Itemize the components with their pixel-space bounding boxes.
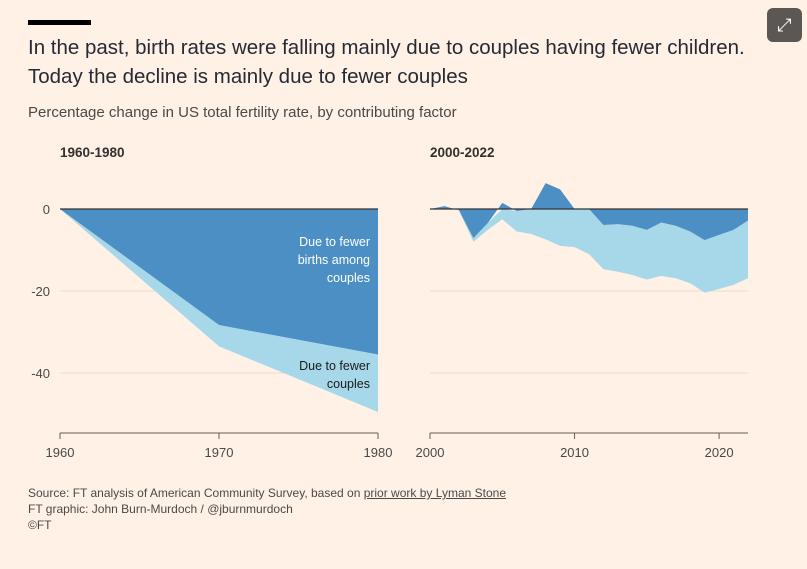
panel-title: 1960-1980 [60,145,125,160]
source-link[interactable]: prior work by Lyman Stone [363,486,506,500]
y-tick-label: 0 [43,202,50,217]
expand-arrows-icon[interactable]: ⤢ [767,8,802,42]
y-tick-label: -20 [31,284,50,299]
annotation-couples: Due to fewer [299,359,370,373]
annotation-births: births among [298,253,370,267]
footer: Source: FT analysis of American Communit… [28,485,506,533]
graphic-credit: FT graphic: John Burn-Murdoch / @jburnmu… [28,502,293,516]
area-fewer-births [430,183,748,241]
x-tick-label: 1980 [364,445,393,460]
chart-subtitle: Percentage change in US total fertility … [28,104,457,121]
copyright: ©FT [28,518,52,532]
y-tick-label: -40 [31,366,50,381]
area-fewer-couples [430,209,748,293]
source-text: Source: FT analysis of American Communit… [28,486,364,500]
x-tick-label: 1970 [205,445,234,460]
area-fewer-couples [60,209,378,412]
x-tick-label: 2000 [416,445,445,460]
annotation-births: Due to fewer [299,235,370,249]
x-tick-label: 2010 [560,445,589,460]
ft-accent-bar [28,20,91,25]
annotation-couples: couples [327,377,370,391]
area-fewer-births [60,209,378,355]
x-tick-label: 2020 [705,445,734,460]
annotation-births: couples [327,271,370,285]
panel-title: 2000-2022 [430,145,495,160]
x-tick-label: 1960 [46,445,75,460]
chart-title: In the past, birth rates were falling ma… [28,36,745,88]
